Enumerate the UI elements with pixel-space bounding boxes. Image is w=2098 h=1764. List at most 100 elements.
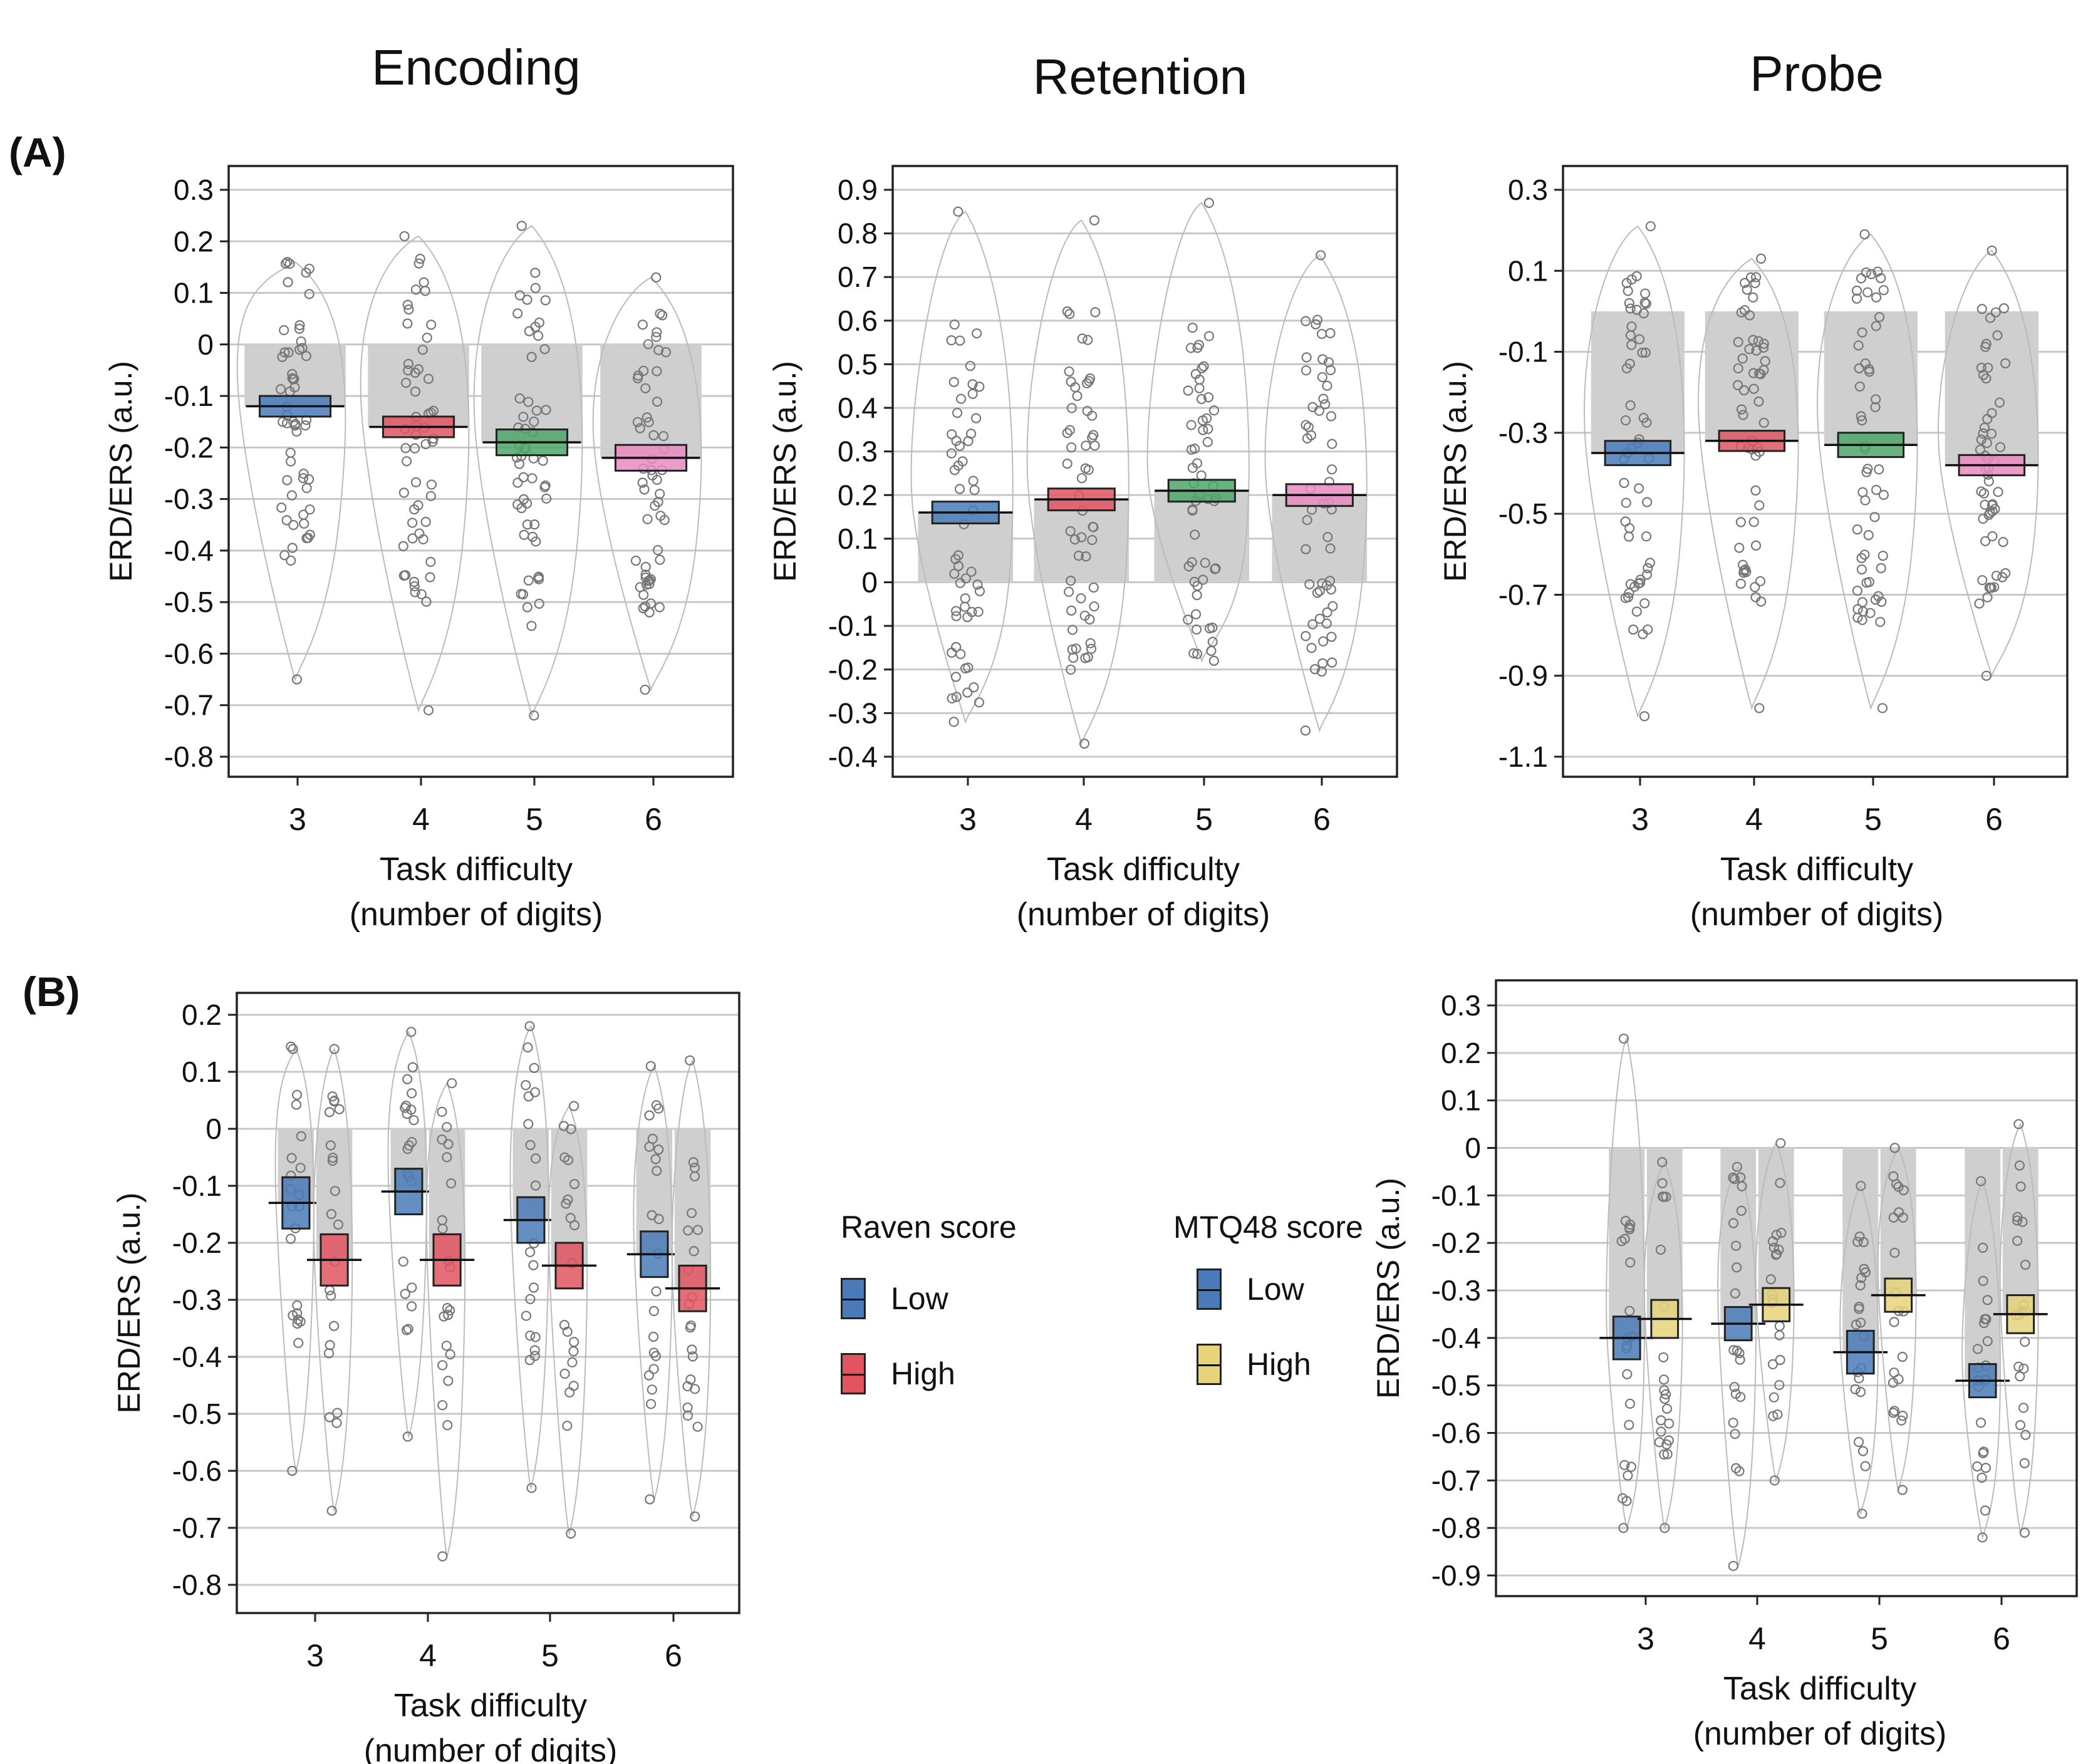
- raven-xlabel: Task difficulty: [394, 1688, 587, 1724]
- probe-point: [1876, 596, 1887, 607]
- raven-point: [401, 1101, 412, 1111]
- probe-point: [1990, 307, 2001, 318]
- encoding-point: [655, 511, 666, 521]
- raven-point: [521, 1310, 532, 1321]
- encoding-point: [403, 304, 414, 315]
- raven-point: [687, 1344, 697, 1355]
- encoding-point: [400, 443, 411, 454]
- encoding-point: [530, 283, 541, 293]
- raven-point: [651, 1100, 662, 1111]
- probe-point: [1619, 477, 1629, 489]
- retention-point: [1318, 636, 1329, 647]
- encoding-ylabel: ERD/ERS (a.u.): [103, 361, 138, 582]
- raven-point: [442, 1152, 452, 1163]
- encoding-point: [420, 286, 430, 296]
- encoding-bar: [368, 344, 469, 427]
- encoding-point: [642, 514, 653, 524]
- encoding-point: [398, 487, 409, 498]
- raven-point: [398, 1256, 408, 1267]
- retention-point: [1300, 725, 1311, 736]
- mtq48-point: [1889, 1317, 1899, 1327]
- mtq48-point: [1658, 1352, 1669, 1362]
- encoding-xtick-label: 3: [289, 802, 306, 837]
- mtq48-point: [1856, 1181, 1866, 1191]
- probe-point: [1870, 402, 1881, 413]
- probe-bar: [1945, 311, 2038, 465]
- retention-ytick-label: 0: [861, 566, 878, 599]
- raven-point: [528, 1260, 539, 1270]
- raven-point: [437, 1223, 448, 1234]
- retention-point: [1072, 391, 1083, 402]
- retention-ytick-label: -0.2: [828, 653, 878, 686]
- probe-point: [1856, 564, 1867, 575]
- retention-point: [1190, 529, 1200, 540]
- encoding-point: [652, 474, 662, 485]
- probe-point: [1755, 576, 1766, 586]
- encoding-bar: [600, 344, 702, 458]
- probe-point: [1626, 321, 1637, 332]
- retention-point: [949, 465, 960, 475]
- probe-point: [1852, 585, 1863, 596]
- retention-point: [1317, 578, 1327, 589]
- raven-point: [683, 1225, 693, 1236]
- probe-point: [1758, 338, 1769, 349]
- retention-point: [953, 206, 963, 217]
- encoding-point: [526, 351, 537, 362]
- retention-point: [954, 484, 965, 494]
- encoding-point: [300, 420, 311, 431]
- probe-point: [1974, 598, 1985, 609]
- retention-point: [963, 662, 974, 673]
- retention-point: [962, 687, 973, 698]
- retention-point: [1317, 354, 1328, 365]
- mtq48-point: [1857, 1508, 1867, 1519]
- encoding-point: [534, 598, 544, 609]
- encoding-point: [533, 330, 544, 341]
- raven-point: [688, 1246, 699, 1257]
- mtq48-point: [1859, 1263, 1869, 1274]
- encoding-point: [285, 447, 296, 458]
- raven-point: [292, 1300, 303, 1310]
- retention-point: [1188, 648, 1199, 659]
- encoding-point: [630, 556, 641, 566]
- retention-point: [1303, 422, 1314, 432]
- retention-point: [1079, 610, 1090, 621]
- encoding-point: [400, 377, 412, 388]
- retention-ytick-label: 0.5: [838, 348, 878, 380]
- retention-point: [1187, 462, 1198, 473]
- retention-point: [1320, 399, 1331, 410]
- raven-point: [521, 1080, 531, 1091]
- raven-ytick-label: -0.2: [172, 1227, 222, 1259]
- raven-point: [565, 1213, 576, 1223]
- mtq48-point: [1775, 1138, 1786, 1149]
- encoding-violin: [473, 225, 583, 718]
- encoding-xtick-label: 6: [645, 802, 662, 837]
- retention-ytick-label: 0.3: [838, 435, 878, 468]
- encoding-point: [410, 387, 421, 397]
- encoding-point: [298, 473, 309, 484]
- encoding-point: [420, 438, 431, 450]
- retention-point: [955, 335, 965, 346]
- mtq48-point: [1626, 1461, 1637, 1472]
- encoding-point: [426, 479, 437, 490]
- probe-point: [1852, 612, 1863, 623]
- probe-point: [1983, 362, 1993, 373]
- mtq48-violin: [1606, 1037, 1646, 1530]
- retention-point: [1187, 505, 1198, 516]
- mtq48-point: [1729, 1382, 1740, 1393]
- retention-point: [1076, 593, 1086, 604]
- probe-point: [1641, 569, 1653, 580]
- raven-ytick-label: -0.6: [172, 1455, 222, 1487]
- probe-point: [1733, 336, 1743, 348]
- encoding-violin: [360, 235, 470, 713]
- probe-point: [1987, 499, 1998, 510]
- mtq48-point: [1619, 1460, 1630, 1470]
- probe-violin: [1584, 225, 1685, 719]
- retention-point: [954, 440, 965, 451]
- probe-point: [1754, 500, 1765, 511]
- retention-point: [947, 647, 957, 658]
- probe-xtick-label: 5: [1864, 802, 1882, 837]
- encoding-point: [516, 220, 527, 231]
- probe-point: [1637, 347, 1648, 358]
- encoding-point: [541, 493, 552, 504]
- raven-violin: [509, 1024, 550, 1490]
